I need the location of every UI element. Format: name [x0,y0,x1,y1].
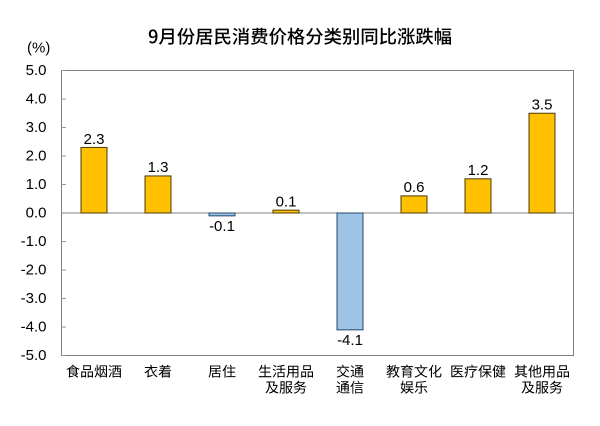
svg-text:-3.0: -3.0 [21,290,47,307]
svg-text:4.0: 4.0 [26,91,47,108]
svg-text:0.6: 0.6 [404,179,425,196]
svg-text:1.2: 1.2 [468,162,489,179]
svg-text:1.0: 1.0 [26,176,47,193]
svg-text:3.5: 3.5 [532,97,553,114]
svg-text:2.3: 2.3 [84,131,105,148]
svg-text:1.3: 1.3 [148,159,169,176]
svg-text:-0.1: -0.1 [209,218,235,235]
svg-text:-5.0: -5.0 [21,347,47,364]
svg-text:3.0: 3.0 [26,119,47,136]
svg-text:-2.0: -2.0 [21,262,47,279]
svg-text:0.1: 0.1 [276,194,297,211]
svg-text:2.0: 2.0 [26,148,47,165]
svg-text:-4.1: -4.1 [337,332,363,349]
svg-text:-1.0: -1.0 [21,233,47,250]
svg-text:(%): (%) [27,40,50,57]
svg-text:5.0: 5.0 [26,62,47,79]
svg-text:-4.0: -4.0 [21,319,47,336]
svg-text:0.0: 0.0 [26,205,47,222]
